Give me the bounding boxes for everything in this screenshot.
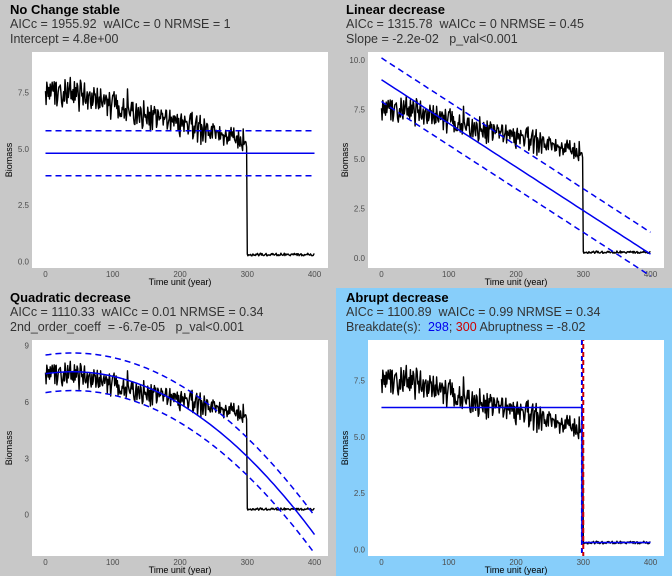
- plot-area: 0 100 200 300 400 0.0 2.5 5.0 7.5 Time unit (year…: [4, 52, 328, 287]
- plot-background: [368, 52, 664, 268]
- x-tick-label: 0: [379, 270, 384, 279]
- observed-series-line: [44, 76, 315, 257]
- y-tick-label: 0: [25, 511, 30, 520]
- lower-interval-line: [45, 389, 316, 554]
- panel-subtitle-1: AICc = 1315.78 wAICc = 0 NRMSE = 0.45: [346, 17, 584, 31]
- observed-series-line: [44, 360, 315, 511]
- x-axis-label: Time unit (year): [149, 277, 212, 287]
- x-tick-label: 300: [577, 558, 591, 567]
- y-tick-label: 2.5: [354, 205, 366, 214]
- panel-subtitle-1: AICc = 1110.33 wAICc = 0.01 NRMSE = 0.34: [10, 305, 264, 319]
- plot-area: 0 100 200 300 400 0.0 2.5 5.0 7.5 Time unit (year…: [340, 340, 664, 575]
- y-tick-label: 10.0: [349, 56, 365, 65]
- panel-title: Quadratic decrease: [10, 290, 131, 305]
- x-tick-label: 400: [644, 558, 658, 567]
- x-axis-label: Time unit (year): [149, 565, 212, 575]
- x-tick-label: 0: [379, 558, 384, 567]
- y-tick-label: 7.5: [354, 377, 366, 386]
- panel-subtitle-2: Slope = -2.2e-02 p_val<0.001: [346, 32, 518, 46]
- panel-no-change: No Change stable AICc = 1955.92 wAICc = …: [0, 0, 336, 288]
- y-tick-label: 9: [25, 342, 30, 351]
- breakdate-prefix: Breakdate(s):: [346, 320, 428, 334]
- x-tick-label: 300: [577, 270, 591, 279]
- y-tick-label: 7.5: [18, 89, 30, 98]
- y-tick-label: 0.0: [18, 257, 30, 266]
- panel-header: Linear decrease AICc = 1315.78 wAICc = 0…: [346, 2, 666, 47]
- fitted-line: [45, 371, 316, 536]
- upper-interval-line: [381, 57, 651, 233]
- breakdate-first: 298: [427, 320, 449, 334]
- y-tick-label: 7.5: [354, 105, 366, 114]
- y-axis-label: Biomass: [340, 142, 350, 177]
- y-tick-label: 5.0: [354, 433, 366, 442]
- lower-interval-line: [381, 100, 651, 277]
- panel-title: No Change stable: [10, 2, 120, 17]
- x-tick-label: 200: [173, 270, 187, 279]
- fitted-line: [381, 79, 651, 255]
- x-tick-label: 200: [509, 270, 523, 279]
- y-axis-label: Biomass: [340, 430, 350, 465]
- y-tick-label: 0.0: [354, 254, 366, 263]
- panel-title: Abrupt decrease: [346, 290, 449, 305]
- y-axis-label: Biomass: [4, 142, 14, 177]
- x-tick-label: 0: [43, 558, 48, 567]
- y-tick-label: 5.0: [18, 145, 30, 154]
- x-tick-label: 200: [173, 558, 187, 567]
- upper-interval-line: [45, 352, 316, 517]
- x-tick-label: 0: [43, 270, 48, 279]
- plot-area: 0 100 200 300 400 0.0 2.5 5.0 7.5 10.0 Time unit (…: [340, 52, 664, 287]
- y-tick-label: 0.0: [354, 545, 366, 554]
- y-tick-label: 6: [25, 398, 30, 407]
- panel-linear: Linear decrease AICc = 1315.78 wAICc = 0…: [336, 0, 672, 288]
- x-tick-label: 100: [106, 270, 120, 279]
- panel-quadratic: Quadratic decrease AICc = 1110.33 wAICc …: [0, 288, 336, 576]
- x-tick-label: 100: [106, 558, 120, 567]
- x-tick-label: 400: [308, 270, 322, 279]
- panel-title: Linear decrease: [346, 2, 446, 17]
- abruptness-text: Abruptness = -8.02: [476, 320, 586, 334]
- x-tick-label: 300: [241, 270, 255, 279]
- panel-abrupt: Abrupt decrease AICc = 1100.89 wAICc = 0…: [336, 288, 672, 576]
- panel-subtitle-1: AICc = 1955.92 wAICc = 0 NRMSE = 1: [10, 17, 231, 31]
- x-tick-label: 100: [442, 558, 456, 567]
- y-tick-label: 2.5: [18, 201, 30, 210]
- x-tick-label: 300: [241, 558, 255, 567]
- panel-subtitle-2: Intercept = 4.8e+00: [10, 32, 119, 46]
- panel-subtitle-1: AICc = 1100.89 wAICc = 0.99 NRMSE = 0.34: [346, 305, 601, 319]
- y-tick-label: 2.5: [354, 489, 366, 498]
- observed-series-line: [380, 95, 651, 255]
- breakdate-separator: ;: [448, 320, 456, 334]
- panel-header: Quadratic decrease AICc = 1110.33 wAICc …: [10, 290, 330, 335]
- x-tick-label: 200: [509, 558, 523, 567]
- x-tick-label: 400: [644, 270, 658, 279]
- panel-header: Abrupt decrease AICc = 1100.89 wAICc = 0…: [346, 290, 666, 335]
- y-tick-label: 5.0: [354, 155, 366, 164]
- x-tick-label: 400: [308, 558, 322, 567]
- x-tick-label: 100: [442, 270, 456, 279]
- plot-area: 0 100 200 300 400 0 3 6 9 Time unit (year) Biomass: [4, 340, 328, 575]
- panel-subtitle-2: Breakdate(s): 298; 300 Abruptness = -8.0…: [346, 320, 666, 335]
- y-axis-label: Biomass: [4, 430, 14, 465]
- y-tick-label: 3: [25, 454, 30, 463]
- x-axis-label: Time unit (year): [485, 277, 548, 287]
- breakdate-second: 300: [455, 320, 477, 334]
- x-axis-label: Time unit (year): [485, 565, 548, 575]
- panel-subtitle-2: 2nd_order_coeff = -6.7e-05 p_val<0.001: [10, 320, 244, 334]
- panel-header: No Change stable AICc = 1955.92 wAICc = …: [10, 2, 330, 47]
